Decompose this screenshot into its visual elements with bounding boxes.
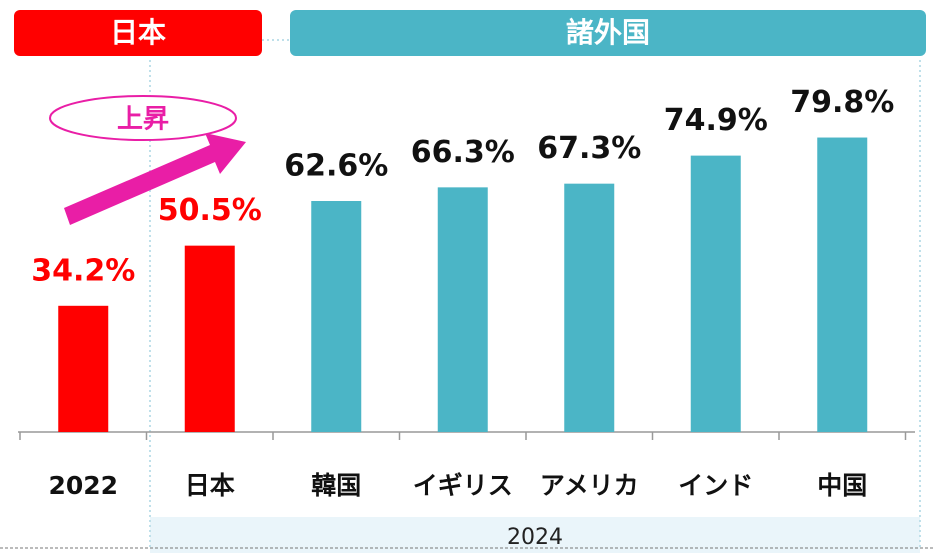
- bar: [437, 187, 488, 432]
- bar: [817, 137, 868, 432]
- x-tick-label: 中国: [817, 471, 867, 500]
- bar: [564, 183, 615, 432]
- x-tick-label: インド: [678, 471, 753, 500]
- group-title: 諸外国: [566, 16, 650, 49]
- value-label: 79.8%: [790, 85, 894, 120]
- arrow: [64, 133, 246, 225]
- group-header: [290, 10, 926, 56]
- bar: [58, 305, 109, 432]
- group-title: 日本: [110, 16, 166, 49]
- x-tick-label: イギリス: [413, 471, 513, 500]
- x-tick-label: 2022: [48, 471, 118, 500]
- x-tick-label: 日本: [185, 471, 235, 500]
- bar: [690, 155, 741, 432]
- value-label: 67.3%: [537, 131, 641, 166]
- annotation: 上昇: [117, 105, 169, 135]
- x-tick-label: アメリカ: [540, 471, 639, 500]
- value-label: 62.6%: [284, 149, 388, 184]
- group-band: [150, 517, 920, 553]
- annotation-ellipse: [49, 95, 237, 141]
- value-label: 66.3%: [411, 135, 515, 170]
- group-label: 2024: [507, 525, 563, 550]
- value-label: 50.5%: [158, 193, 262, 228]
- bar: [311, 201, 362, 432]
- value-label: 34.2%: [31, 253, 135, 288]
- x-tick-label: 韓国: [311, 471, 361, 500]
- group-header: [14, 10, 262, 56]
- value-label: 74.9%: [664, 103, 768, 138]
- bar: [184, 245, 235, 432]
